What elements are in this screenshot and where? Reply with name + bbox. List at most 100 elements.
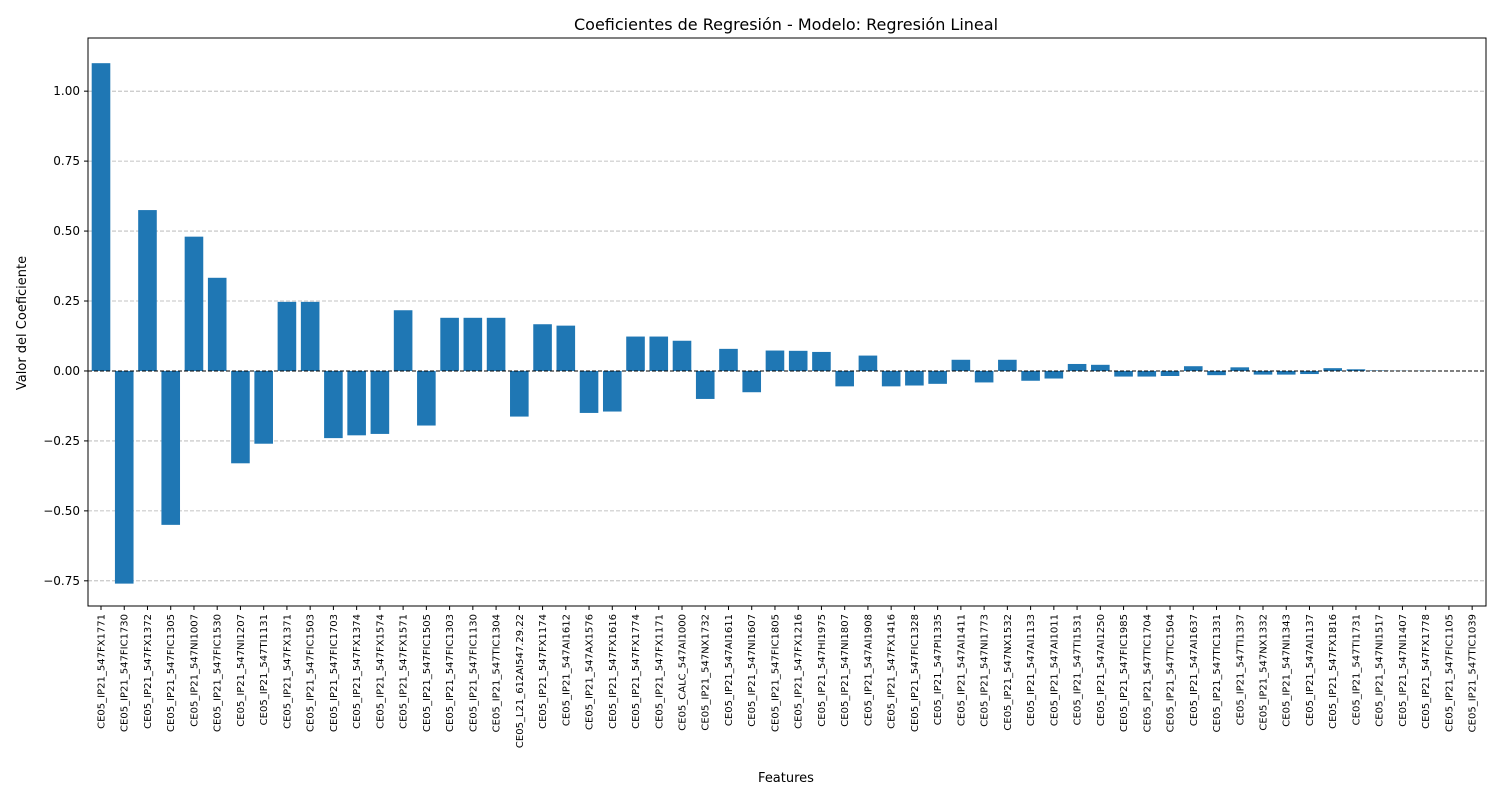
x-tick-label: CE05_IP21_547AI1637 [1189, 614, 1200, 726]
bar [1137, 370, 1157, 377]
x-tick-label: CE05_IP21_547AI1612 [561, 614, 572, 726]
bar [370, 370, 390, 434]
x-tick-label: CE05_IP21_547FX1371 [282, 614, 293, 729]
y-tick-label: 0.00 [53, 364, 80, 378]
x-tick-label: CE05_IP21_547FIC1105 [1444, 614, 1455, 732]
bar [719, 348, 738, 371]
y-tick-label: 0.25 [53, 294, 80, 308]
bar [510, 370, 529, 417]
bar [928, 370, 947, 384]
x-tick-label: CE05_IP21_547FIC1328 [910, 614, 921, 732]
bar [835, 370, 854, 387]
bar [672, 340, 692, 371]
x-tick-label: CE05_IP21_547NI1607 [747, 614, 758, 727]
x-tick-label: CE05_IP21_547TI1531 [1073, 614, 1084, 725]
bar [765, 350, 785, 371]
bar [277, 301, 297, 371]
bar [579, 370, 599, 413]
x-tick-label: CE05_L21_612AI547.29.22 [515, 614, 526, 748]
bar [812, 351, 831, 371]
x-tick-label: CE05_IP21_547TI1337 [1235, 614, 1246, 725]
x-tick-label: CE05_IP21_547FX1778 [1421, 614, 1432, 729]
bar [324, 370, 343, 439]
x-tick-label: CE05_IP21_547NX1532 [1003, 614, 1014, 731]
x-tick-label: CE05_IP21_547FX1816 [1328, 614, 1339, 729]
bar [1114, 370, 1133, 377]
y-axis: −0.75 −0.50 −0.25 0.00 0.25 0.50 0.75 1.00 [43, 84, 88, 588]
x-tick-label: CE05_IP21_547TIC1331 [1212, 614, 1223, 732]
x-tick-label: CE05_IP21_547HI1975 [817, 614, 828, 727]
x-tick-label: CE05_CALC_547AI1000 [678, 614, 689, 731]
bar [231, 370, 250, 464]
bar [393, 310, 413, 371]
bar [602, 370, 622, 412]
bar [138, 210, 157, 371]
y-tick-label: −0.50 [43, 504, 80, 518]
plot-frame [87, 37, 1487, 607]
bar [1346, 369, 1366, 371]
x-tick-label: CE05_IP21_547TIC1039 [1468, 614, 1479, 732]
bar [347, 370, 366, 436]
x-tick-label: CE05_IP21_547NI1807 [840, 614, 851, 727]
x-tick-label: CE05_IP21_547NI1773 [980, 614, 991, 727]
y-tick-label: 0.75 [53, 154, 80, 168]
x-tick-label: CE05_IP21_547FX1771 [97, 614, 108, 729]
x-tick-label: CE05_IP21_547FX1374 [352, 614, 363, 729]
x-tick-label: CE05_IP21_547FX1616 [608, 614, 619, 729]
y-tick-label: −0.75 [43, 574, 80, 588]
bar [1230, 367, 1250, 371]
x-tick-label: CE05_IP21_547NX1732 [701, 614, 712, 731]
bar [1021, 370, 1040, 381]
x-tick-label: CE05_IP21_547FX1372 [143, 614, 154, 729]
y-axis-label: Valor del Coeficiente [15, 256, 30, 390]
bar [114, 370, 134, 584]
x-tick-label: CE05_IP21_547FX1174 [538, 614, 549, 729]
x-tick-label: CE05_IP21_547FX1774 [631, 614, 642, 729]
x-tick-label: CE05_IP21_547AX1576 [585, 614, 596, 730]
x-tick-label: CE05_IP21_547FIC1703 [329, 614, 340, 732]
bar [1044, 370, 1064, 379]
bar [1091, 364, 1110, 371]
x-tick-label: CE05_IP21_547TIC1304 [492, 614, 503, 732]
bar [417, 370, 436, 426]
y-tick-label: 0.50 [53, 224, 80, 238]
bar [1323, 368, 1343, 371]
x-tick-label: CE05_IP21_547FX1216 [794, 614, 805, 729]
x-tick-label: CE05_IP21_547FIC1305 [166, 614, 177, 732]
x-tick-label: CE05_IP21_547AI1411 [956, 614, 967, 726]
bar [626, 336, 645, 371]
x-tick-label: CE05_IP21_547PI1335 [933, 614, 944, 725]
x-tick-label: CE05_IP21_547NI1343 [1282, 614, 1293, 727]
x-tick-label: CE05_IP21_547NX1332 [1259, 614, 1270, 731]
x-axis: CE05_IP21_547FX1771 CE05_IP21_547FIC1730 C… [97, 606, 1479, 748]
bar [254, 370, 273, 444]
bar [1160, 370, 1180, 377]
x-tick-label: CE05_IP21_547NI1007 [189, 614, 200, 727]
x-tick-label: CE05_IP21_547TIC1704 [1142, 614, 1153, 732]
x-tick-label: CE05_IP21_547FX1571 [399, 614, 410, 729]
bar [649, 336, 669, 371]
bar [440, 317, 459, 371]
x-tick-label: CE05_IP21_547FX1171 [654, 614, 665, 729]
bar [1067, 363, 1087, 371]
bar [998, 359, 1017, 371]
x-tick-label: CE05_IP21_547TI1731 [1351, 614, 1362, 725]
bar [695, 370, 715, 399]
bar [486, 317, 506, 371]
x-tick-label: CE05_IP21_547FIC1505 [422, 614, 433, 732]
bar [161, 370, 181, 525]
bar [881, 370, 901, 387]
bar [742, 370, 762, 393]
x-tick-label: CE05_IP21_547NI1407 [1398, 614, 1409, 727]
x-tick-label: CE05_IP21_547AI1133 [1026, 614, 1037, 726]
bar [951, 359, 971, 371]
x-tick-label: CE05_IP21_547FIC1805 [770, 614, 781, 732]
x-tick-label: CE05_IP21_547FIC1985 [1119, 614, 1130, 732]
x-tick-label: CE05_IP21_547FIC1503 [306, 614, 317, 732]
x-tick-label: CE05_IP21_547AI1250 [1096, 614, 1107, 726]
bar [1276, 370, 1296, 375]
x-tick-label: CE05_IP21_547FIC1130 [468, 614, 479, 732]
x-axis-label: Features [758, 771, 814, 786]
x-tick-label: CE05_IP21_547TI1131 [259, 614, 270, 725]
x-tick-label: CE05_IP21_547NI1517 [1375, 614, 1386, 727]
